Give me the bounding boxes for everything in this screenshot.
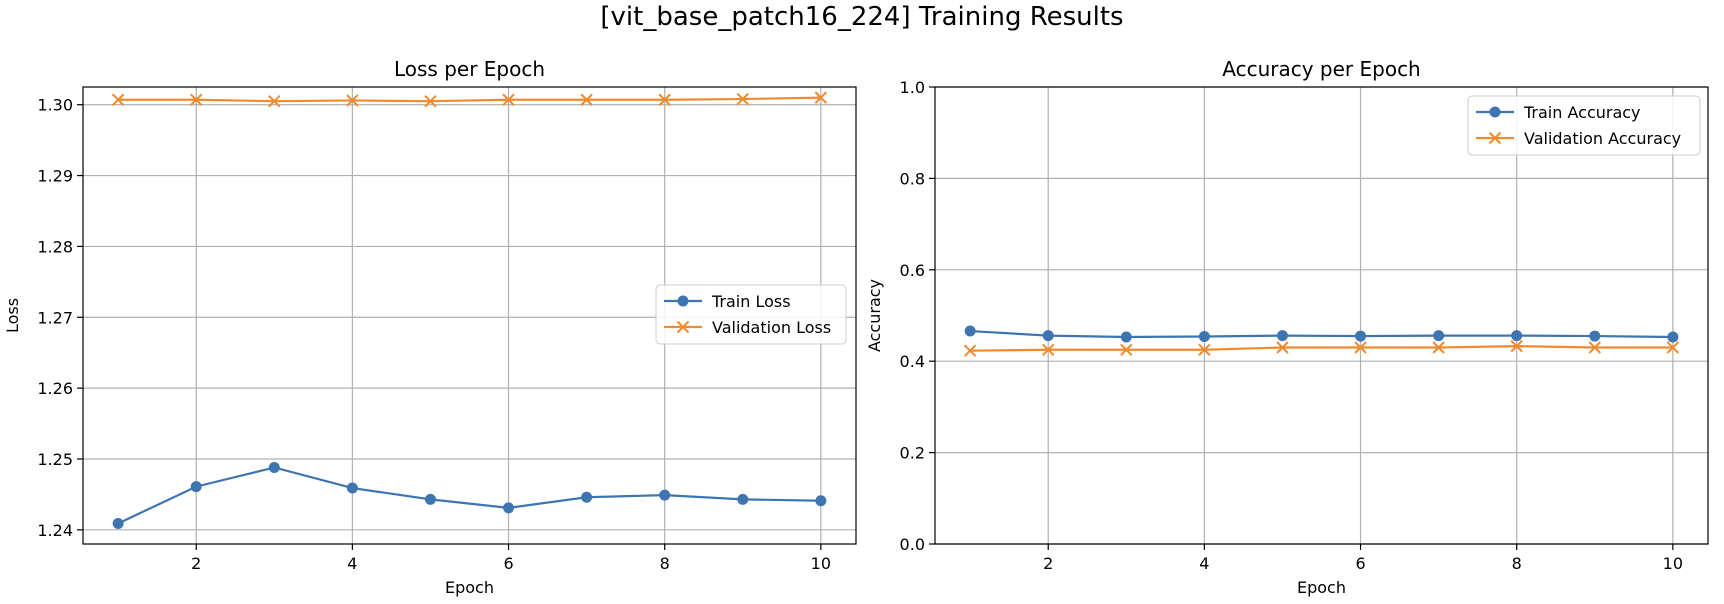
data-point xyxy=(424,493,436,505)
data-point xyxy=(1510,339,1523,353)
chart-title: Loss per Epoch xyxy=(394,57,545,81)
y-axis-label: Accuracy xyxy=(865,279,884,352)
data-point xyxy=(814,91,828,104)
y-tick-label: 1.28 xyxy=(37,237,73,256)
y-tick-label: 0.8 xyxy=(900,169,925,188)
data-point xyxy=(815,495,827,507)
data-point xyxy=(1589,330,1601,342)
legend-box xyxy=(655,284,847,345)
data-point xyxy=(581,491,593,503)
data-point xyxy=(737,493,749,505)
data-point xyxy=(1276,330,1288,342)
y-tick-label: 0.2 xyxy=(900,444,925,463)
data-point xyxy=(268,94,281,108)
data-point xyxy=(1276,341,1289,354)
data-point xyxy=(502,93,515,106)
y-axis-label: Loss xyxy=(3,298,22,333)
data-point xyxy=(1354,341,1367,354)
data-point xyxy=(346,482,358,494)
y-tick-label: 0.4 xyxy=(900,352,925,371)
legend-box xyxy=(1467,95,1701,156)
series-line xyxy=(118,96,821,103)
data-point xyxy=(112,517,124,529)
legend: Train Loss Validation Loss xyxy=(655,284,847,345)
y-tick-label: 1.0 xyxy=(900,78,925,97)
series-train-loss xyxy=(112,461,827,529)
data-point xyxy=(1511,330,1523,342)
legend-label: Validation Accuracy xyxy=(1524,129,1681,148)
series-line xyxy=(117,466,821,525)
x-tick-label: 4 xyxy=(1199,554,1209,573)
x-tick-label: 4 xyxy=(347,554,357,573)
data-point xyxy=(268,461,280,473)
data-point xyxy=(659,489,671,501)
y-tick-label: 1.27 xyxy=(37,308,73,327)
data-point xyxy=(1433,330,1445,342)
data-point xyxy=(1355,330,1367,342)
plot-frame xyxy=(82,86,857,545)
x-tick-label: 6 xyxy=(1355,554,1365,573)
y-tick-label: 0.0 xyxy=(900,535,925,554)
chart-accuracy: 2 4 6 8 10 0.0 0.2 0.4 0.6 0.8 1.0 Accuracy per Epo… xyxy=(865,57,1709,597)
data-point xyxy=(1120,343,1133,356)
plot-frame xyxy=(934,86,1709,545)
legend-marker xyxy=(1488,131,1502,145)
data-point xyxy=(736,92,749,106)
legend-marker xyxy=(677,295,689,307)
series-line xyxy=(970,345,1673,352)
x-axis-label: Epoch xyxy=(445,578,494,597)
data-point xyxy=(1667,331,1679,343)
data-point xyxy=(963,344,977,357)
y-tick-label: 1.26 xyxy=(37,379,73,398)
legend-label: Train Loss xyxy=(711,292,791,311)
x-tick-label: 8 xyxy=(1512,554,1522,573)
legend-marker xyxy=(676,320,690,334)
data-point xyxy=(1666,341,1680,354)
chart-loss: 2 4 6 8 10 1.24 1.25 1.26 1.27 1.28 1.29 1.30 Loss p… xyxy=(3,57,857,597)
data-point xyxy=(964,325,976,337)
y-tick-label: 1.30 xyxy=(37,96,73,115)
data-point xyxy=(190,481,202,493)
series-validation-loss xyxy=(111,91,828,108)
data-point xyxy=(346,94,359,107)
legend-label: Train Accuracy xyxy=(1523,103,1641,122)
x-tick-label: 8 xyxy=(660,554,670,573)
x-tick-label: 2 xyxy=(191,554,201,573)
data-point xyxy=(111,93,125,106)
chart-title: Accuracy per Epoch xyxy=(1222,57,1421,81)
data-point xyxy=(580,93,593,106)
x-tick-label: 10 xyxy=(1663,554,1683,573)
y-tick-label: 1.29 xyxy=(37,167,73,186)
y-tick-label: 0.6 xyxy=(900,261,925,280)
data-point xyxy=(1120,331,1132,343)
data-point xyxy=(1588,341,1601,354)
series-validation-accuracy xyxy=(963,339,1680,357)
legend: Train Accuracy Validation Accuracy xyxy=(1467,95,1701,156)
data-point xyxy=(1198,331,1210,343)
data-point xyxy=(503,502,515,514)
legend-marker xyxy=(1489,106,1501,118)
series-line xyxy=(970,329,1673,339)
x-tick-label: 6 xyxy=(503,554,513,573)
data-point xyxy=(190,93,203,106)
figure-title: [vit_base_patch16_224] Training Results xyxy=(600,2,1124,32)
data-point xyxy=(1042,343,1055,356)
data-point xyxy=(1198,343,1211,356)
data-point xyxy=(424,94,437,108)
data-point xyxy=(658,93,671,106)
legend-label: Validation Loss xyxy=(712,318,831,337)
y-tick-label: 1.25 xyxy=(37,450,73,469)
x-tick-label: 2 xyxy=(1043,554,1053,573)
y-tick-label: 1.24 xyxy=(37,521,73,540)
x-tick-label: 10 xyxy=(811,554,831,573)
x-axis-label: Epoch xyxy=(1297,578,1346,597)
data-point xyxy=(1432,341,1445,354)
series-train-accuracy xyxy=(964,325,1679,343)
data-point xyxy=(1042,330,1054,342)
